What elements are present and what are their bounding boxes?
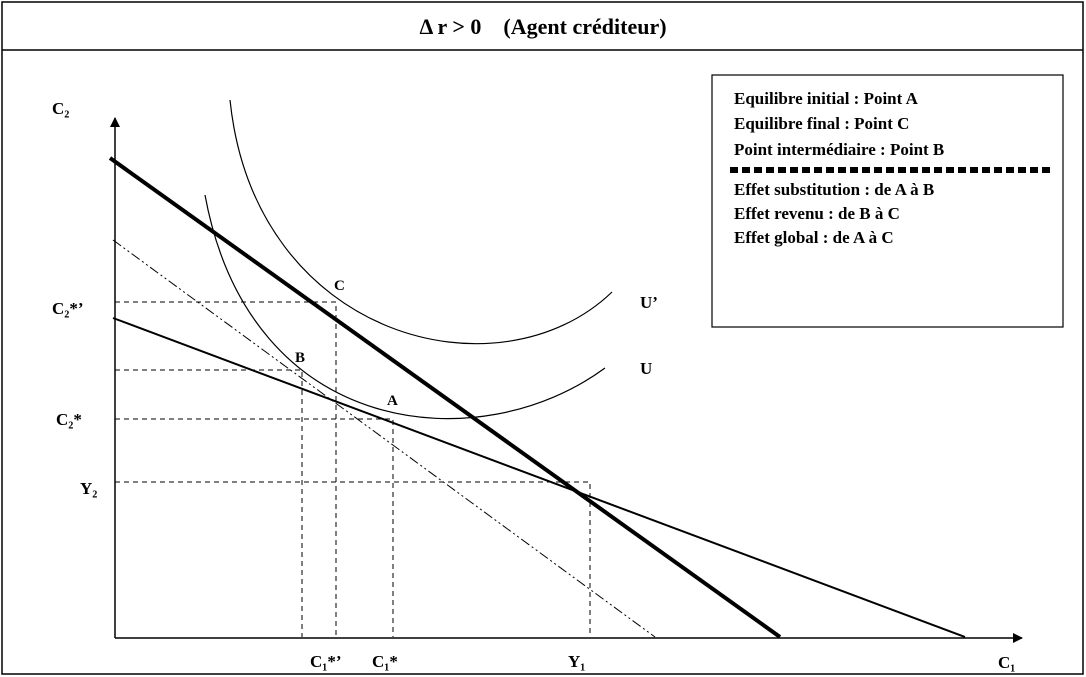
initial-budget-line [112,317,966,638]
curve-label: U [640,359,652,378]
y-label: Y₂ [80,479,97,498]
legend-line: Effet revenu : de B à C [734,204,900,223]
compensated-budget-line [112,239,656,638]
curve-u [204,194,606,420]
y-axis-label: C₂ [52,99,69,118]
new-budget-line [108,156,782,639]
projection-c [115,301,337,637]
x-axis-label: C₁ [998,653,1015,672]
y-label: C₂*’ [52,299,84,318]
legend-line: Equilibre final : Point C [734,114,909,133]
point-label: B [295,350,305,366]
legend-line: Effet substitution : de A à B [734,180,934,199]
legend-line: Effet global : de A à C [734,228,894,247]
x-label: C₁* [372,652,398,671]
point-label: C [334,278,345,294]
legend-box [711,74,1064,328]
curve-label: U’ [640,293,658,312]
legend-line: Point intermédiaire : Point B [734,140,944,159]
y-label: C₂* [56,410,82,429]
curve-u-prime [229,99,613,345]
legend-line: Equilibre initial : Point A [734,89,919,108]
projection-endowment [115,481,591,637]
projection-b [115,369,303,637]
projection-a [115,418,394,637]
point-label: A [387,393,398,409]
title: Δ r > 0 (Agent créditeur) [419,14,666,39]
x-label: Y₁ [568,652,585,671]
x-label: C₁*’ [310,652,342,671]
